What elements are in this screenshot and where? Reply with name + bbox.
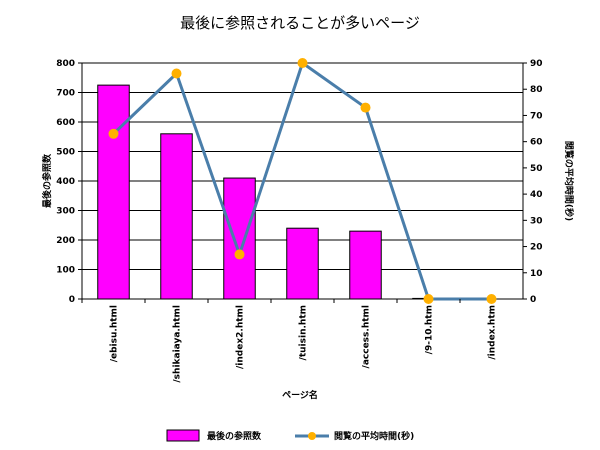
y2-tick-label: 40	[530, 190, 543, 200]
bar	[160, 133, 193, 300]
y2-tick-label: 10	[530, 269, 543, 279]
line-point	[171, 68, 182, 79]
y2-tick-label: 50	[530, 164, 543, 174]
legend-swatch-bar	[166, 429, 200, 442]
y-axis-left-title: 最後の参照数	[41, 153, 53, 208]
legend-label-bar: 最後の参照数	[207, 430, 262, 442]
line-point	[234, 249, 245, 260]
x-tick-label: /ebisu.html	[110, 305, 120, 362]
legend-label-line: 閲覧の平均時間(秒)	[334, 430, 414, 442]
x-tick-label: /9-10.htm	[425, 305, 435, 354]
legend-swatch-marker	[308, 432, 316, 440]
chart-title: 最後に参照されることが多いページ	[180, 14, 420, 32]
y-tick-label: 200	[56, 236, 75, 246]
y-tick-label: 500	[56, 148, 75, 158]
line-point	[108, 128, 119, 139]
bar-series	[97, 84, 445, 300]
y-axis-left-ticks: 0 100 200 300 400 500 600 700 800	[56, 59, 82, 305]
y2-tick-label: 60	[530, 138, 543, 148]
y2-tick-label: 0	[530, 295, 536, 305]
bar	[97, 84, 130, 300]
x-tick-label: /access.html	[362, 305, 372, 368]
y2-tick-label: 20	[530, 243, 543, 253]
y-tick-label: 400	[56, 177, 75, 187]
bar	[286, 227, 319, 300]
bar	[223, 177, 256, 300]
y-tick-label: 800	[56, 59, 75, 69]
line-point	[360, 102, 371, 113]
y2-tick-label: 70	[530, 111, 543, 121]
y-tick-label: 600	[56, 118, 75, 128]
y-tick-label: 0	[69, 295, 75, 305]
y2-tick-label: 90	[530, 59, 543, 69]
x-axis-ticks: /ebisu.html/shikaiaya.html/index2.html/t…	[81, 299, 498, 383]
y2-tick-label: 30	[530, 216, 543, 226]
x-axis-title: ページ名	[282, 389, 318, 401]
line-point	[297, 58, 308, 68]
y2-tick-label: 80	[530, 85, 543, 95]
x-tick-label: /tuisin.htm	[299, 305, 309, 360]
x-tick-label: /index.htm	[488, 305, 498, 360]
legend: 最後の参照数 閲覧の平均時間(秒)	[166, 429, 414, 442]
y-axis-right-title: 閲覧の平均時間(秒)	[563, 141, 575, 221]
y-axis-right-ticks: 0 10 20 30 40 50 60 70 80 90	[523, 59, 543, 305]
y-tick-label: 300	[56, 207, 75, 217]
y-tick-label: 100	[56, 266, 75, 276]
bar	[349, 230, 382, 300]
line-series	[108, 58, 497, 304]
x-tick-label: /shikaiaya.html	[173, 305, 183, 383]
line-point	[423, 294, 434, 304]
line-point	[486, 294, 497, 304]
x-tick-label: /index2.html	[236, 305, 246, 369]
y-tick-label: 700	[56, 89, 75, 99]
